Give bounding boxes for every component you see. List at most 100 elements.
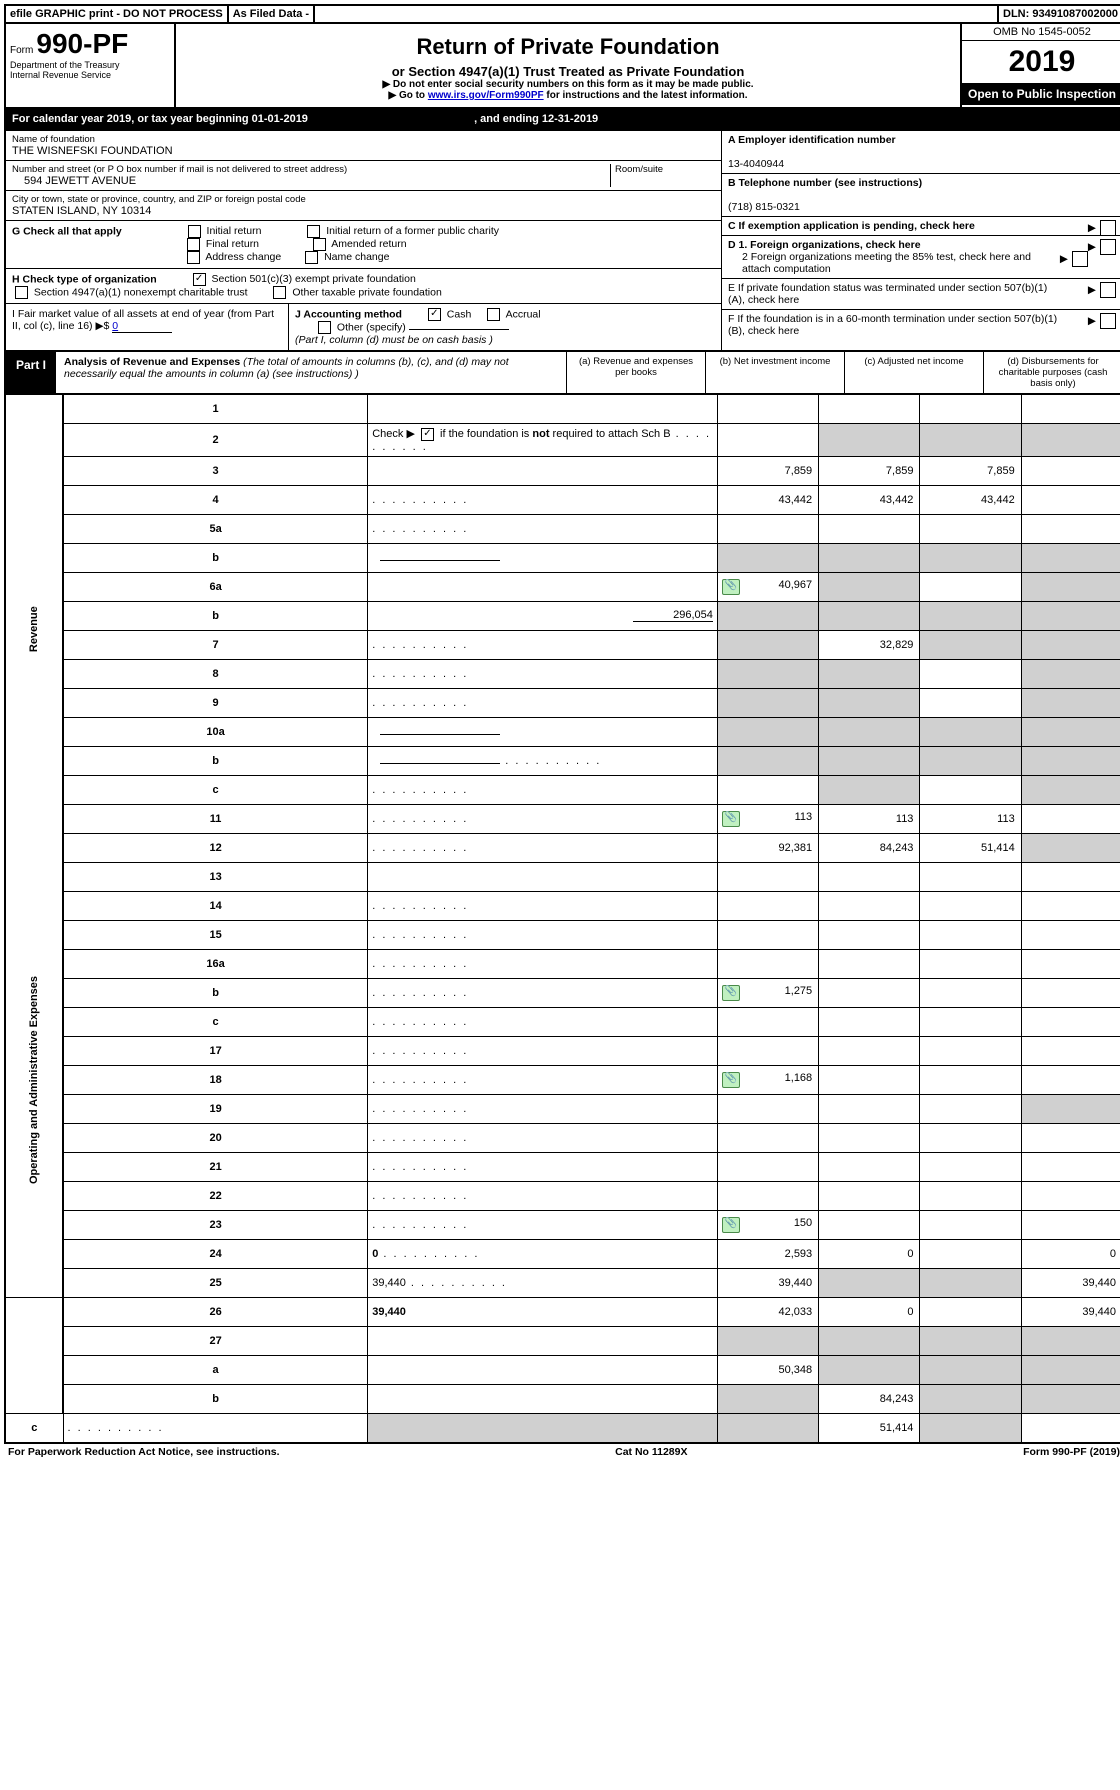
line-description <box>368 1210 718 1239</box>
line-description: 39,440 <box>368 1268 718 1297</box>
checkbox-cash[interactable]: ✓ <box>428 308 441 321</box>
amount-col-d <box>1021 1094 1120 1123</box>
ssn-note: ▶ Do not enter social security numbers o… <box>182 79 954 90</box>
col-a-header: (a) Revenue and expenses per books <box>566 352 705 393</box>
line-description <box>368 833 718 862</box>
amount-col-c <box>920 514 1021 543</box>
table-row: 2402,59300 <box>5 1239 1120 1268</box>
table-row: 21 <box>5 1152 1120 1181</box>
amount-col-d <box>1021 1384 1120 1413</box>
amount-col-b <box>819 978 920 1007</box>
table-row: 23📎150 <box>5 1210 1120 1239</box>
amount-col-c <box>920 717 1021 746</box>
table-row: 6a📎40,967 <box>5 572 1120 601</box>
amount-col-b <box>819 424 920 457</box>
line-number: 17 <box>63 1036 368 1065</box>
attachment-icon[interactable]: 📎 <box>722 1217 740 1233</box>
amount-col-a: 92,381 <box>717 833 818 862</box>
amount-col-b <box>819 1152 920 1181</box>
fmv-value[interactable]: 0 <box>112 320 172 333</box>
checkbox-address-change[interactable] <box>187 251 200 264</box>
amount-col-d: 39,440 <box>1021 1297 1120 1326</box>
checkbox-f[interactable] <box>1100 313 1116 329</box>
amount-col-d <box>1021 949 1120 978</box>
line-number: 25 <box>63 1268 368 1297</box>
table-row: 5a <box>5 514 1120 543</box>
line-number: 12 <box>63 833 368 862</box>
amount-col-c <box>920 1355 1021 1384</box>
line-number: 23 <box>63 1210 368 1239</box>
amount-col-b <box>819 688 920 717</box>
table-row: 14 <box>5 891 1120 920</box>
attachment-icon[interactable]: 📎 <box>722 811 740 827</box>
checkbox-final-return[interactable] <box>187 238 200 251</box>
checkbox-501c3[interactable]: ✓ <box>193 273 206 286</box>
amount-col-d <box>1021 1181 1120 1210</box>
checkbox-d2[interactable] <box>1072 251 1088 267</box>
checkbox-accrual[interactable] <box>487 308 500 321</box>
amount-col-c <box>920 978 1021 1007</box>
amount-col-c <box>920 1239 1021 1268</box>
line-number: 9 <box>63 688 368 717</box>
attachment-icon[interactable]: 📎 <box>722 985 740 1001</box>
line-description <box>368 659 718 688</box>
attachment-icon[interactable]: 📎 <box>722 579 740 595</box>
amount-col-c <box>920 630 1021 659</box>
checkbox-other-taxable[interactable] <box>273 286 286 299</box>
line-description: 39,440 <box>368 1297 718 1326</box>
line-description <box>368 1036 718 1065</box>
table-row: b296,054 <box>5 601 1120 630</box>
checkbox-initial-former[interactable] <box>307 225 320 238</box>
foundation-name: THE WISNEFSKI FOUNDATION <box>12 145 715 157</box>
line-description <box>368 920 718 949</box>
amount-col-a <box>717 746 818 775</box>
table-row: b📎1,275 <box>5 978 1120 1007</box>
spacer <box>315 6 999 22</box>
amount-col-b <box>819 1210 920 1239</box>
section-f: F If the foundation is in a 60-month ter… <box>722 310 1120 340</box>
line-description <box>63 1413 368 1443</box>
dln: DLN: 93491087002000 <box>999 6 1120 22</box>
table-row: b84,243 <box>5 1384 1120 1413</box>
checkbox-4947[interactable] <box>15 286 28 299</box>
amount-col-c: 51,414 <box>819 1413 920 1443</box>
line-description <box>368 1152 718 1181</box>
amount-col-c: 51,414 <box>920 833 1021 862</box>
amount-col-a <box>717 920 818 949</box>
irs-link[interactable]: www.irs.gov/Form990PF <box>428 90 544 101</box>
line-description: 0 <box>368 1239 718 1268</box>
amount-col-d: 39,440 <box>1021 1268 1120 1297</box>
dept-treasury: Department of the Treasury <box>10 60 170 70</box>
amount-col-a <box>717 1152 818 1181</box>
amount-col-b <box>819 543 920 572</box>
checkbox-other-method[interactable] <box>318 321 331 334</box>
checkbox-initial-return[interactable] <box>188 225 201 238</box>
amount-col-a <box>717 1384 818 1413</box>
table-row: c51,414 <box>5 1413 1120 1443</box>
amount-col-b: 32,829 <box>819 630 920 659</box>
amount-col-a <box>717 1094 818 1123</box>
checkbox-name-change[interactable] <box>305 251 318 264</box>
line-number: c <box>63 775 368 804</box>
form-label: Form <box>10 45 33 56</box>
table-row: 16a <box>5 949 1120 978</box>
amount-col-d <box>920 1413 1021 1443</box>
amount-col-a: 📎1,168 <box>717 1065 818 1094</box>
info-left: Name of foundation THE WISNEFSKI FOUNDAT… <box>6 131 721 350</box>
entity-info: Name of foundation THE WISNEFSKI FOUNDAT… <box>4 131 1120 352</box>
checkbox-amended[interactable] <box>313 238 326 251</box>
expenses-side-label: Operating and Administrative Expenses <box>5 862 63 1297</box>
checkbox-c[interactable] <box>1100 220 1116 236</box>
table-row: 2539,44039,44039,440 <box>5 1268 1120 1297</box>
amount-col-b <box>819 1007 920 1036</box>
amount-col-d <box>1021 862 1120 891</box>
attachment-icon[interactable]: 📎 <box>722 1072 740 1088</box>
table-row: 732,829 <box>5 630 1120 659</box>
checkbox-e[interactable] <box>1100 282 1116 298</box>
line-number: 8 <box>63 659 368 688</box>
amount-col-a <box>368 1413 718 1443</box>
checkbox-d1[interactable] <box>1100 239 1116 255</box>
part1-label: Part I <box>6 352 56 393</box>
amount-col-c <box>920 1181 1021 1210</box>
line-description <box>368 978 718 1007</box>
